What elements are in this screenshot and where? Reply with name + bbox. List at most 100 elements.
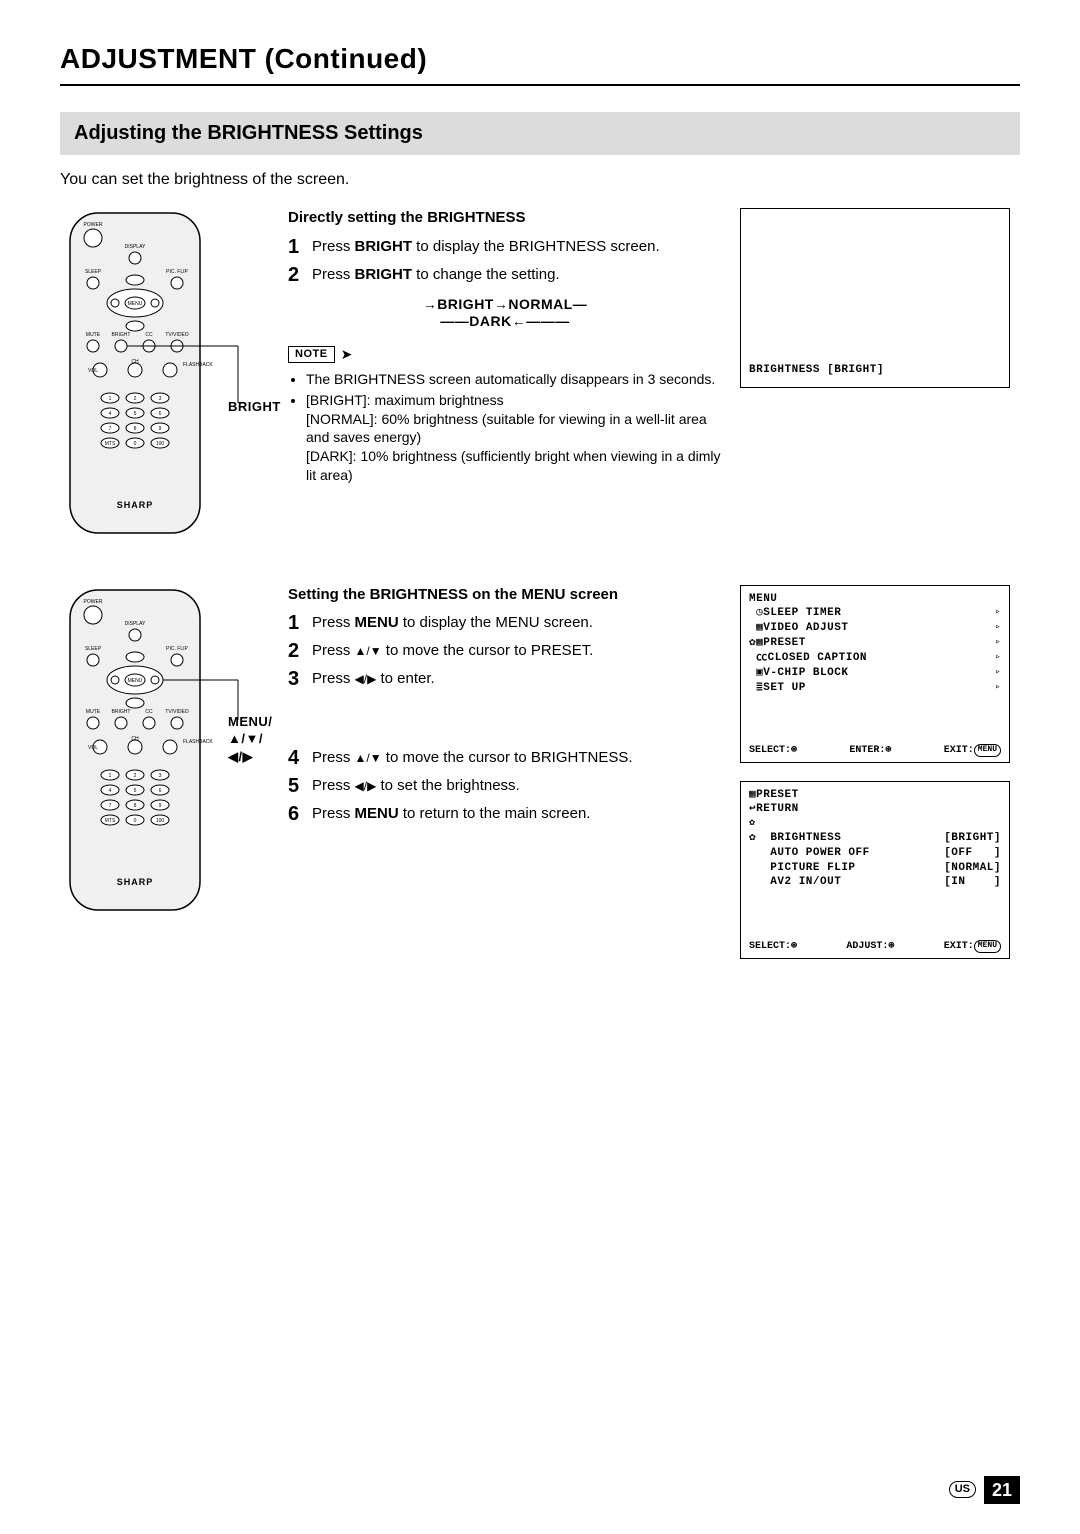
page-title: ADJUSTMENT (Continued) — [60, 40, 1020, 78]
menu-item: ≣SET UP ▹ — [749, 681, 1001, 696]
svg-text:SLEEP: SLEEP — [85, 269, 102, 275]
page-footer: US 21 — [949, 1476, 1020, 1504]
remote-illustration-1: POWER DISPLAY SLEEP PIC. FLIP MENU MUTE … — [60, 208, 240, 538]
svg-text:1: 1 — [109, 773, 112, 779]
svg-text:MENU: MENU — [128, 678, 143, 684]
step-text: Press ◀/▶ to enter. — [312, 669, 435, 689]
svg-text:8: 8 — [134, 426, 137, 432]
note-label: NOTE — [288, 346, 335, 363]
step-text: Press MENU to return to the main screen. — [312, 804, 590, 824]
menu-title: MENU — [749, 592, 1001, 607]
step-text: Press BRIGHT to change the setting. — [312, 265, 560, 285]
svg-text:0: 0 — [134, 441, 137, 447]
menu-step-3: 3 Press ◀/▶ to enter. — [288, 669, 722, 689]
menu-method-heading: Setting the BRIGHTNESS on the MENU scree… — [288, 585, 722, 605]
svg-text:BRIGHT: BRIGHT — [112, 332, 131, 338]
preset-title: ▦PRESET — [749, 788, 1001, 803]
step-number: 3 — [288, 669, 304, 689]
svg-text:POWER: POWER — [84, 222, 103, 228]
svg-text:4: 4 — [109, 411, 112, 417]
svg-text:FLASHBACK: FLASHBACK — [183, 739, 213, 745]
svg-text:3: 3 — [159, 773, 162, 779]
svg-text:5: 5 — [134, 411, 137, 417]
step-number: 6 — [288, 804, 304, 824]
preset-row: AUTO POWER OFF [OFF ] — [749, 846, 1001, 861]
svg-text:MTS: MTS — [105, 818, 116, 824]
instructions-menu: Setting the BRIGHTNESS on the MENU scree… — [288, 585, 722, 833]
row-directly: POWER DISPLAY SLEEP PIC. FLIP MENU MUTE … — [60, 208, 1020, 544]
step-text: Press ◀/▶ to set the brightness. — [312, 776, 520, 796]
svg-text:5: 5 — [134, 788, 137, 794]
svg-text:PIC. FLIP: PIC. FLIP — [166, 269, 188, 275]
menu-screen: MENU ◷SLEEP TIMER ▹ ▦VIDEO ADJUST ▹✿▦PRE… — [740, 585, 1010, 763]
step-text: Press ▲/▼ to move the cursor to BRIGHTNE… — [312, 748, 633, 768]
menu-step-6: 6 Press MENU to return to the main scree… — [288, 804, 722, 824]
svg-text:9: 9 — [159, 426, 162, 432]
step-number: 1 — [288, 613, 304, 633]
preset-return: ↩RETURN — [749, 802, 1001, 817]
svg-text:CH: CH — [131, 359, 139, 365]
svg-text:MENU: MENU — [128, 301, 143, 307]
svg-text:2: 2 — [134, 773, 137, 779]
menu-item: ㏄CLOSED CAPTION ▹ — [749, 651, 1001, 666]
remote-col-2: POWER DISPLAY SLEEP PIC. FLIP MENU MUTE … — [60, 585, 270, 921]
svg-text:SHARP: SHARP — [117, 877, 154, 887]
notes-list: The BRIGHTNESS screen automatically disa… — [306, 370, 722, 485]
svg-text:POWER: POWER — [84, 599, 103, 605]
preset-row: ✿ BRIGHTNESS [BRIGHT] — [749, 831, 1001, 846]
cycle-dark: ——DARK←——— — [288, 312, 722, 331]
svg-text:SLEEP: SLEEP — [85, 646, 102, 652]
directly-step-2: 2 Press BRIGHT to change the setting. — [288, 265, 722, 285]
menu-step-4: 4 Press ▲/▼ to move the cursor to BRIGHT… — [288, 748, 722, 768]
svg-text:CC: CC — [145, 332, 153, 338]
note-item: The BRIGHTNESS screen automatically disa… — [306, 370, 722, 389]
preset-row: PICTURE FLIP [NORMAL] — [749, 861, 1001, 876]
menu-item: ✿▦PRESET ▹ — [749, 636, 1001, 651]
svg-text:100: 100 — [156, 441, 165, 447]
svg-text:TV/VIDEO: TV/VIDEO — [165, 332, 188, 338]
remote-col-1: POWER DISPLAY SLEEP PIC. FLIP MENU MUTE … — [60, 208, 270, 544]
svg-text:2: 2 — [134, 396, 137, 402]
row-menu-method: POWER DISPLAY SLEEP PIC. FLIP MENU MUTE … — [60, 585, 1020, 977]
svg-text:DISPLAY: DISPLAY — [125, 621, 146, 627]
step-text: Press MENU to display the MENU screen. — [312, 613, 593, 633]
svg-text:4: 4 — [109, 788, 112, 794]
svg-text:TV/VIDEO: TV/VIDEO — [165, 709, 188, 715]
menu-step-5: 5 Press ◀/▶ to set the brightness. — [288, 776, 722, 796]
svg-text:CC: CC — [145, 709, 153, 715]
svg-text:3: 3 — [159, 396, 162, 402]
svg-text:6: 6 — [159, 411, 162, 417]
remote-callout-bright: BRIGHT — [228, 398, 281, 416]
preset-screen: ▦PRESET ↩RETURN ✿ ✿ BRIGHTNESS [BRIGHT] … — [740, 781, 1010, 959]
preset-screen-footer: SELECT:⊛ ADJUST:⊛ EXIT:MENU — [749, 940, 1001, 954]
svg-text:BRIGHT: BRIGHT — [112, 709, 131, 715]
region-badge: US — [949, 1481, 976, 1498]
svg-text:PIC. FLIP: PIC. FLIP — [166, 646, 188, 652]
step-number: 1 — [288, 237, 304, 257]
svg-text:MUTE: MUTE — [86, 332, 101, 338]
svg-text:8: 8 — [134, 803, 137, 809]
menu-screen-footer: SELECT:⊛ ENTER:⊛ EXIT:MENU — [749, 744, 1001, 758]
menu-step-1: 1 Press MENU to display the MENU screen. — [288, 613, 722, 633]
svg-text:SHARP: SHARP — [117, 500, 154, 510]
screens-col-1: BRIGHTNESS [BRIGHT] — [740, 208, 1020, 406]
brightness-screen-line: BRIGHTNESS [BRIGHT] — [749, 363, 884, 378]
svg-text:DISPLAY: DISPLAY — [125, 244, 146, 250]
instructions-directly: Directly setting the BRIGHTNESS 1 Press … — [288, 208, 722, 487]
menu-item: ◷SLEEP TIMER ▹ — [749, 606, 1001, 621]
svg-text:VOL: VOL — [88, 368, 98, 374]
svg-text:9: 9 — [159, 803, 162, 809]
note-arrow-icon: ➤ — [341, 345, 353, 364]
svg-text:6: 6 — [159, 788, 162, 794]
svg-text:0: 0 — [134, 818, 137, 824]
svg-text:MUTE: MUTE — [86, 709, 101, 715]
title-rule — [60, 84, 1020, 86]
remote-illustration-2: POWER DISPLAY SLEEP PIC. FLIP MENU MUTE … — [60, 585, 240, 915]
preset-row: AV2 IN/OUT [IN ] — [749, 875, 1001, 890]
directly-heading: Directly setting the BRIGHTNESS — [288, 208, 722, 228]
step-text: Press ▲/▼ to move the cursor to PRESET. — [312, 641, 593, 661]
svg-text:7: 7 — [109, 426, 112, 432]
step-number: 4 — [288, 748, 304, 768]
svg-text:1: 1 — [109, 396, 112, 402]
step-text: Press BRIGHT to display the BRIGHTNESS s… — [312, 237, 660, 257]
